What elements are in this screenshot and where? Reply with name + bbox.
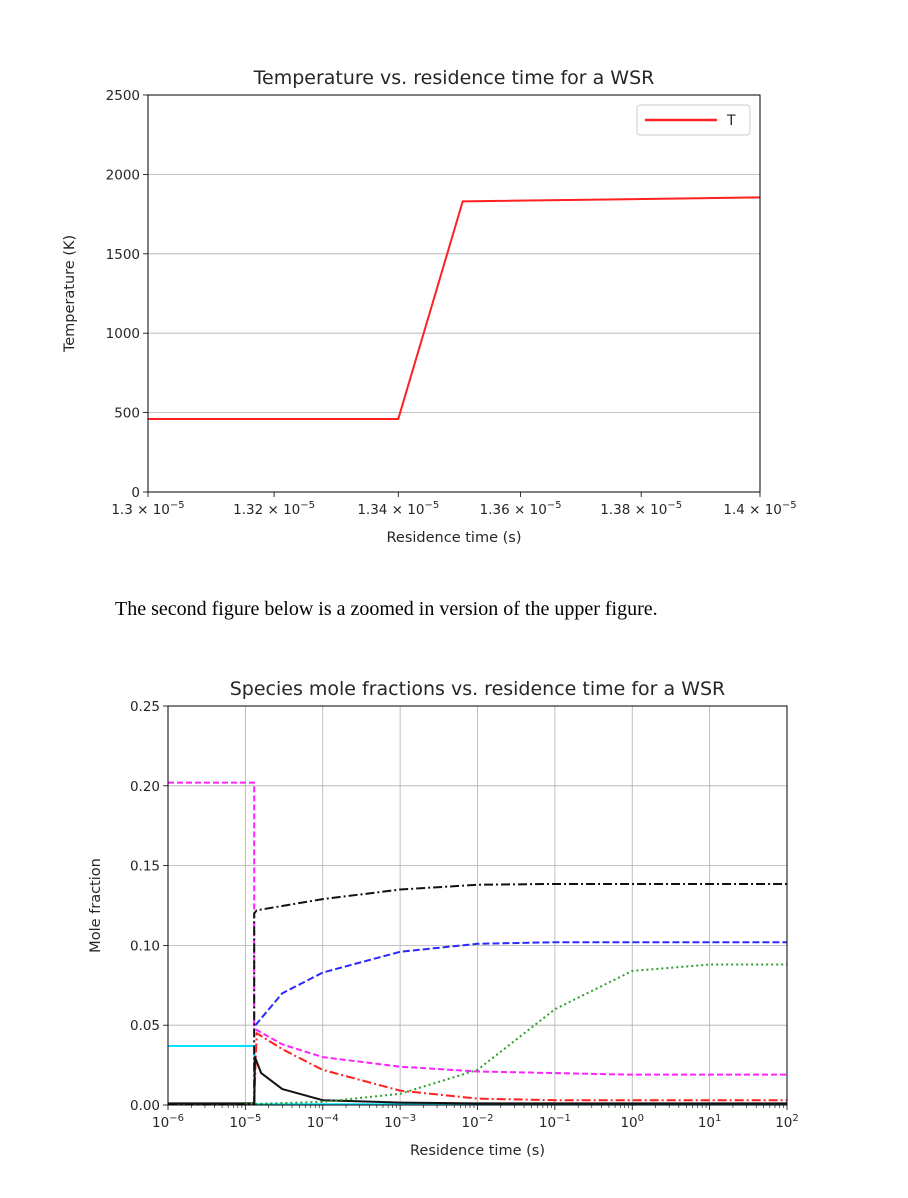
series-line-5 [168, 1056, 787, 1105]
x-tick-label: 1.3 × 10−5 [111, 500, 184, 518]
y-tick-label: 0.05 [130, 1018, 160, 1034]
x-tick-label: 10−5 [229, 1113, 261, 1131]
series-line-4 [253, 1032, 787, 1104]
y-tick-label: 0.00 [130, 1098, 160, 1114]
species-chart: 0.00 0.05 0.10 0.15 0.20 0.25 10−6 10−5 10−4 10−3… [88, 678, 799, 1159]
x-tick-label: 1.34 × 10−5 [357, 500, 439, 518]
caption-text: The second figure below is a zoomed in v… [115, 598, 658, 620]
y-tick-label: 2000 [106, 167, 140, 183]
x-tick-label: 1.38 × 10−5 [600, 500, 682, 518]
y-axis-label: Mole fraction [88, 858, 104, 953]
chart-title: Species mole fractions vs. residence tim… [230, 678, 726, 700]
plot-frame [167, 705, 788, 1106]
y-tick-label: 0.25 [130, 699, 160, 715]
x-tick-label: 1.4 × 10−5 [723, 500, 796, 518]
x-tick-label: 10−6 [152, 1113, 184, 1131]
y-axis-label: Temperature (K) [62, 235, 78, 353]
y-tick-label: 0.15 [130, 859, 160, 875]
y-tick-label: 2500 [106, 88, 140, 104]
legend-label-T: T [726, 113, 736, 129]
x-axis-label: Residence time (s) [410, 1143, 545, 1159]
series-line-6 [245, 963, 787, 1106]
x-tick-label: 100 [620, 1113, 644, 1131]
y-tick-label: 500 [114, 406, 140, 422]
series-line-2 [168, 882, 787, 1106]
x-tick-label: 10−3 [384, 1113, 416, 1131]
y-tick-label: 0.10 [130, 938, 160, 954]
x-axis-label: Residence time (s) [387, 530, 522, 546]
y-tick-label: 0.20 [130, 779, 160, 795]
x-tick-label: 10−4 [307, 1113, 339, 1131]
temperature-chart: 0 500 1000 1500 2000 2500 1.3 × 10−5 1.32 × 10−… [62, 67, 797, 546]
chart-title: Temperature vs. residence time for a WSR [253, 67, 655, 89]
x-tick-label: 101 [698, 1113, 722, 1131]
series-line-3 [254, 941, 787, 1026]
plot-frame [147, 94, 761, 493]
x-tick-label: 1.36 × 10−5 [480, 500, 562, 518]
x-tick-label: 10−2 [462, 1113, 494, 1131]
x-tick-label: 102 [775, 1113, 799, 1131]
y-tick-label: 1500 [106, 247, 140, 263]
y-tick-label: 1000 [106, 326, 140, 342]
x-tick-label: 10−1 [539, 1113, 571, 1131]
series-line-T [148, 196, 760, 420]
y-tick-label: 0 [131, 485, 140, 501]
x-tick-label: 1.32 × 10−5 [233, 500, 315, 518]
